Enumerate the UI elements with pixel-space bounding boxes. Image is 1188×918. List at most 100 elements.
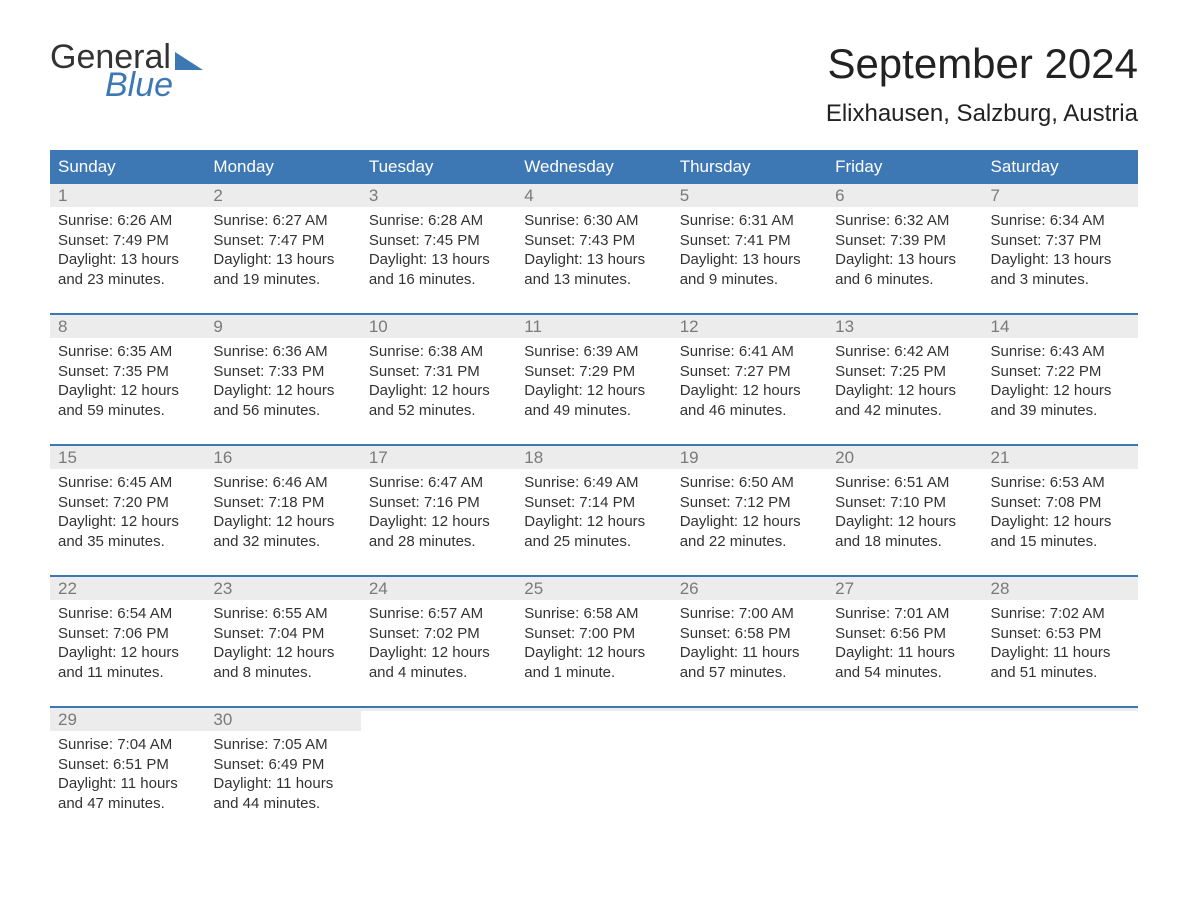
day-number: 5 <box>680 186 689 205</box>
calendar-cell: 10Sunrise: 6:38 AMSunset: 7:31 PMDayligh… <box>361 315 516 426</box>
day-number: 30 <box>213 710 232 729</box>
cell-body: Sunrise: 6:49 AMSunset: 7:14 PMDaylight:… <box>516 469 671 557</box>
day-number-row: 18 <box>516 446 671 469</box>
dl1-line: Daylight: 12 hours <box>991 381 1130 401</box>
calendar-cell: 6Sunrise: 6:32 AMSunset: 7:39 PMDaylight… <box>827 184 982 295</box>
sunset-line: Sunset: 7:33 PM <box>213 362 352 382</box>
dl1-line: Daylight: 12 hours <box>991 512 1130 532</box>
sunrise-line: Sunrise: 6:47 AM <box>369 473 508 493</box>
calendar-cell: 16Sunrise: 6:46 AMSunset: 7:18 PMDayligh… <box>205 446 360 557</box>
logo-triangle-icon <box>175 52 203 70</box>
dl2-line: and 3 minutes. <box>991 270 1130 290</box>
day-number-row <box>827 708 982 711</box>
calendar-cell: 4Sunrise: 6:30 AMSunset: 7:43 PMDaylight… <box>516 184 671 295</box>
sunset-line: Sunset: 6:56 PM <box>835 624 974 644</box>
sunrise-line: Sunrise: 7:05 AM <box>213 735 352 755</box>
calendar-cell: 17Sunrise: 6:47 AMSunset: 7:16 PMDayligh… <box>361 446 516 557</box>
sunset-line: Sunset: 7:27 PM <box>680 362 819 382</box>
sunrise-line: Sunrise: 6:38 AM <box>369 342 508 362</box>
cell-body: Sunrise: 6:58 AMSunset: 7:00 PMDaylight:… <box>516 600 671 688</box>
sunrise-line: Sunrise: 6:36 AM <box>213 342 352 362</box>
dl1-line: Daylight: 13 hours <box>524 250 663 270</box>
cell-body: Sunrise: 7:04 AMSunset: 6:51 PMDaylight:… <box>50 731 205 819</box>
cell-body: Sunrise: 6:31 AMSunset: 7:41 PMDaylight:… <box>672 207 827 295</box>
cell-body: Sunrise: 7:00 AMSunset: 6:58 PMDaylight:… <box>672 600 827 688</box>
cell-body: Sunrise: 7:01 AMSunset: 6:56 PMDaylight:… <box>827 600 982 688</box>
day-number: 19 <box>680 448 699 467</box>
calendar-cell: 19Sunrise: 6:50 AMSunset: 7:12 PMDayligh… <box>672 446 827 557</box>
calendar-cell: 12Sunrise: 6:41 AMSunset: 7:27 PMDayligh… <box>672 315 827 426</box>
cell-body: Sunrise: 6:32 AMSunset: 7:39 PMDaylight:… <box>827 207 982 295</box>
cell-body: Sunrise: 6:34 AMSunset: 7:37 PMDaylight:… <box>983 207 1138 295</box>
sunrise-line: Sunrise: 7:04 AM <box>58 735 197 755</box>
day-number-row: 24 <box>361 577 516 600</box>
cell-body: Sunrise: 6:35 AMSunset: 7:35 PMDaylight:… <box>50 338 205 426</box>
day-number-row <box>672 708 827 711</box>
dl2-line: and 6 minutes. <box>835 270 974 290</box>
dl2-line: and 15 minutes. <box>991 532 1130 552</box>
dayname-friday: Friday <box>827 150 982 184</box>
dayname-saturday: Saturday <box>983 150 1138 184</box>
calendar-cell: 7 Sunrise: 6:34 AMSunset: 7:37 PMDaylight… <box>983 184 1138 295</box>
cell-body: Sunrise: 6:47 AMSunset: 7:16 PMDaylight:… <box>361 469 516 557</box>
sunrise-line: Sunrise: 7:00 AM <box>680 604 819 624</box>
day-number: 7 <box>991 186 1000 205</box>
dl1-line: Daylight: 13 hours <box>835 250 974 270</box>
sunrise-line: Sunrise: 6:57 AM <box>369 604 508 624</box>
day-number: 15 <box>58 448 77 467</box>
sunset-line: Sunset: 6:51 PM <box>58 755 197 775</box>
calendar-cell: 24Sunrise: 6:57 AMSunset: 7:02 PMDayligh… <box>361 577 516 688</box>
dl1-line: Daylight: 13 hours <box>680 250 819 270</box>
dl2-line: and 4 minutes. <box>369 663 508 683</box>
calendar-cell-empty <box>983 708 1138 819</box>
day-number-row: 15 <box>50 446 205 469</box>
dl1-line: Daylight: 13 hours <box>58 250 197 270</box>
day-number-row: 6 <box>827 184 982 207</box>
calendar-cell: 29Sunrise: 7:04 AMSunset: 6:51 PMDayligh… <box>50 708 205 819</box>
sunset-line: Sunset: 7:08 PM <box>991 493 1130 513</box>
dl2-line: and 23 minutes. <box>58 270 197 290</box>
day-number: 21 <box>991 448 1010 467</box>
day-number: 22 <box>58 579 77 598</box>
day-number-row: 10 <box>361 315 516 338</box>
day-number-row: 16 <box>205 446 360 469</box>
sunrise-line: Sunrise: 6:43 AM <box>991 342 1130 362</box>
day-number: 24 <box>369 579 388 598</box>
sunrise-line: Sunrise: 6:27 AM <box>213 211 352 231</box>
calendar-cell-empty <box>827 708 982 819</box>
sunset-line: Sunset: 7:22 PM <box>991 362 1130 382</box>
dl2-line: and 47 minutes. <box>58 794 197 814</box>
calendar-cell: 9Sunrise: 6:36 AMSunset: 7:33 PMDaylight… <box>205 315 360 426</box>
calendar-cell: 26Sunrise: 7:00 AMSunset: 6:58 PMDayligh… <box>672 577 827 688</box>
dl1-line: Daylight: 11 hours <box>58 774 197 794</box>
sunset-line: Sunset: 7:45 PM <box>369 231 508 251</box>
dl2-line: and 56 minutes. <box>213 401 352 421</box>
dl2-line: and 13 minutes. <box>524 270 663 290</box>
dl2-line: and 44 minutes. <box>213 794 352 814</box>
dayname-wednesday: Wednesday <box>516 150 671 184</box>
dl2-line: and 49 minutes. <box>524 401 663 421</box>
sunrise-line: Sunrise: 6:50 AM <box>680 473 819 493</box>
dayname-header-row: SundayMondayTuesdayWednesdayThursdayFrid… <box>50 150 1138 184</box>
calendar-cell: 28Sunrise: 7:02 AMSunset: 6:53 PMDayligh… <box>983 577 1138 688</box>
day-number-row: 23 <box>205 577 360 600</box>
day-number-row: 25 <box>516 577 671 600</box>
sunset-line: Sunset: 7:18 PM <box>213 493 352 513</box>
calendar-cell: 25Sunrise: 6:58 AMSunset: 7:00 PMDayligh… <box>516 577 671 688</box>
day-number-row: 22 <box>50 577 205 600</box>
sunset-line: Sunset: 7:06 PM <box>58 624 197 644</box>
dl1-line: Daylight: 11 hours <box>213 774 352 794</box>
sunrise-line: Sunrise: 6:39 AM <box>524 342 663 362</box>
day-number-row: 21 <box>983 446 1138 469</box>
location-line: Elixhausen, Salzburg, Austria <box>826 100 1138 128</box>
calendar-cell: 8Sunrise: 6:35 AMSunset: 7:35 PMDaylight… <box>50 315 205 426</box>
dl1-line: Daylight: 12 hours <box>58 381 197 401</box>
dl1-line: Daylight: 11 hours <box>680 643 819 663</box>
calendar-cell: 18Sunrise: 6:49 AMSunset: 7:14 PMDayligh… <box>516 446 671 557</box>
dl1-line: Daylight: 12 hours <box>835 512 974 532</box>
calendar-cell: 1Sunrise: 6:26 AMSunset: 7:49 PMDaylight… <box>50 184 205 295</box>
sunrise-line: Sunrise: 6:42 AM <box>835 342 974 362</box>
day-number: 1 <box>58 186 67 205</box>
dl1-line: Daylight: 12 hours <box>213 381 352 401</box>
cell-body: Sunrise: 6:28 AMSunset: 7:45 PMDaylight:… <box>361 207 516 295</box>
